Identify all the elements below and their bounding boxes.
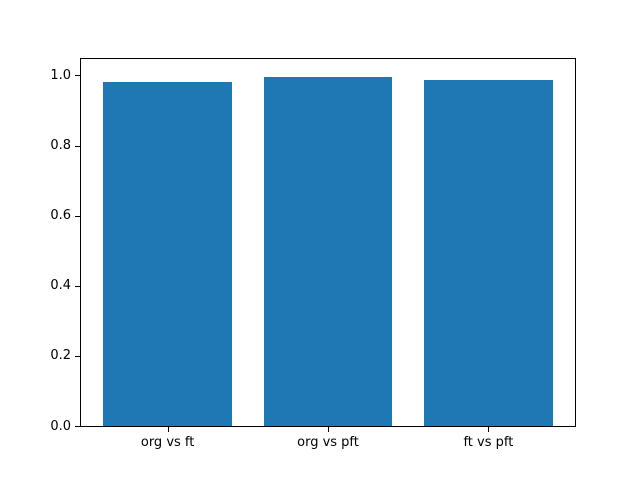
y-tick-mark <box>75 356 80 357</box>
bar-org-vs-ft <box>103 82 232 426</box>
y-tick-label: 0.4 <box>50 278 71 294</box>
x-tick-label: org vs pft <box>297 435 359 450</box>
y-tick-label: 0.2 <box>50 348 71 364</box>
x-tick-label: org vs ft <box>140 435 195 450</box>
y-tick-mark <box>75 286 80 287</box>
y-tick-label: 1.0 <box>50 67 71 83</box>
y-tick-label: 0.8 <box>50 138 71 154</box>
y-tick-label: 0.0 <box>50 418 71 434</box>
bar-ft-vs-pft <box>424 80 553 426</box>
y-tick-label: 0.6 <box>50 208 71 224</box>
x-tick-mark <box>328 427 329 432</box>
x-tick-mark <box>168 427 169 432</box>
x-tick-mark <box>488 427 489 432</box>
y-tick-mark <box>75 426 80 427</box>
y-tick-mark <box>75 216 80 217</box>
y-tick-mark <box>75 146 80 147</box>
bar-org-vs-pft <box>263 76 393 426</box>
x-tick-label: ft vs pft <box>463 435 514 450</box>
y-tick-mark <box>75 75 80 76</box>
plot-area <box>80 58 576 427</box>
